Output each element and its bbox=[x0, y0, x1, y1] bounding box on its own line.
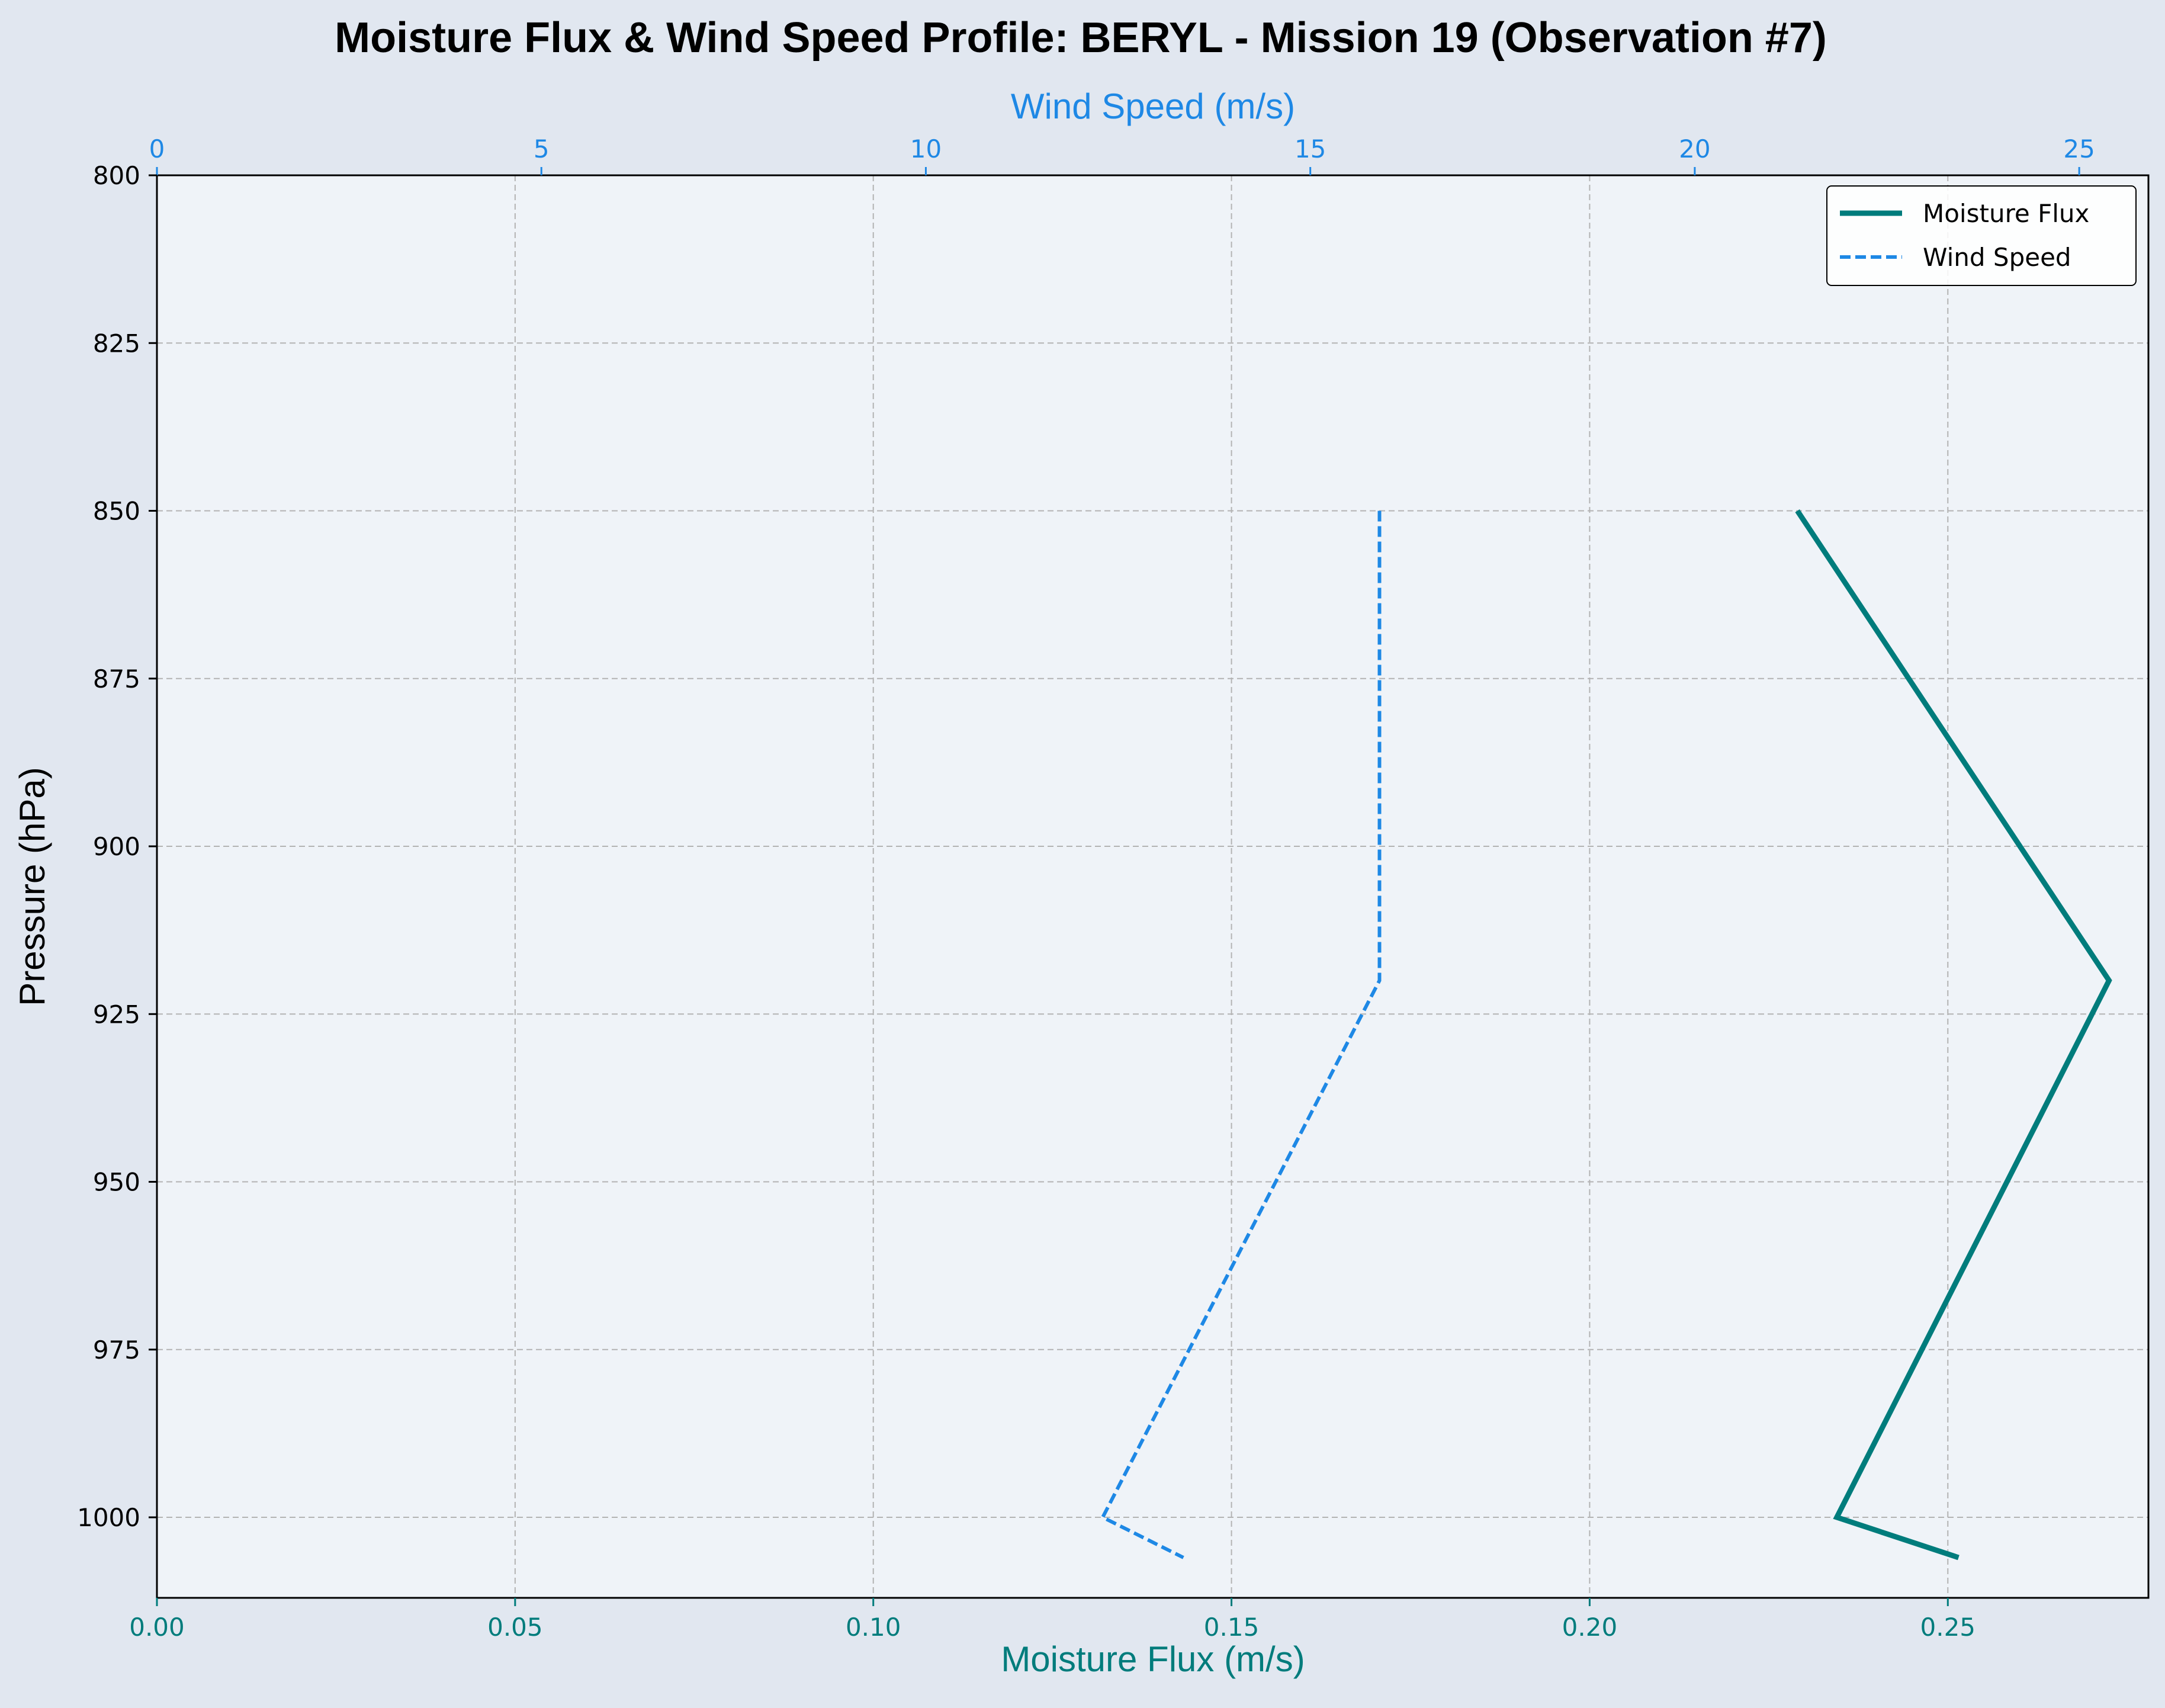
series-line-moisture-flux bbox=[1795, 509, 2112, 1561]
y-tick-label-3: 875 bbox=[93, 664, 140, 694]
x-tick-label-1: 0.05 bbox=[487, 1613, 543, 1642]
plot-frame bbox=[156, 174, 2150, 1599]
plot-area bbox=[157, 175, 2148, 1598]
x-tick-label-4: 0.20 bbox=[1562, 1613, 1618, 1642]
y-tick-label-6: 950 bbox=[93, 1168, 140, 1197]
y-axis-label: Pressure (hPa) bbox=[12, 767, 52, 1006]
x-tick-label-5: 0.25 bbox=[1920, 1613, 1976, 1642]
legend: Moisture Flux Wind Speed bbox=[1826, 185, 2137, 286]
x2-tick-label-5: 25 bbox=[2063, 134, 2095, 163]
legend-label-moisture-flux: Moisture Flux bbox=[1923, 199, 2089, 228]
top-axis-label: Wind Speed (m/s) bbox=[1011, 86, 1295, 126]
x-tick-label-3: 0.15 bbox=[1204, 1613, 1260, 1642]
y-tick-label-8: 1000 bbox=[77, 1503, 140, 1532]
grid-lines bbox=[156, 175, 2148, 1598]
series-line-wind-speed bbox=[1100, 511, 1382, 1559]
x2-tick-label-0: 0 bbox=[149, 134, 165, 163]
y-tick-label-1: 825 bbox=[93, 329, 140, 358]
y-tick-label-0: 800 bbox=[93, 161, 140, 190]
series-layer bbox=[1100, 509, 2112, 1561]
bottom-axis-label: Moisture Flux (m/s) bbox=[1001, 1639, 1305, 1679]
legend-box bbox=[1826, 185, 2137, 286]
ticks-layer: 0.00 0.05 0.10 0.15 0.20 0.25 0 5 10 15 20 25 800 825… bbox=[77, 134, 2095, 1642]
chart-title: Moisture Flux & Wind Speed Profile: BERY… bbox=[335, 14, 1827, 62]
y-tick-label-7: 975 bbox=[93, 1335, 140, 1365]
x2-tick-label-3: 15 bbox=[1294, 134, 1326, 163]
y-tick-label-4: 900 bbox=[93, 832, 140, 861]
x-tick-label-2: 0.10 bbox=[846, 1613, 901, 1642]
x2-tick-label-1: 5 bbox=[534, 134, 550, 163]
x2-tick-label-2: 10 bbox=[910, 134, 942, 163]
y-tick-label-5: 925 bbox=[93, 1000, 140, 1029]
x-tick-label-0: 0.00 bbox=[129, 1613, 185, 1642]
legend-label-wind-speed: Wind Speed bbox=[1923, 243, 2071, 272]
y-tick-label-2: 850 bbox=[93, 497, 140, 526]
x2-tick-label-4: 20 bbox=[1679, 134, 1710, 163]
